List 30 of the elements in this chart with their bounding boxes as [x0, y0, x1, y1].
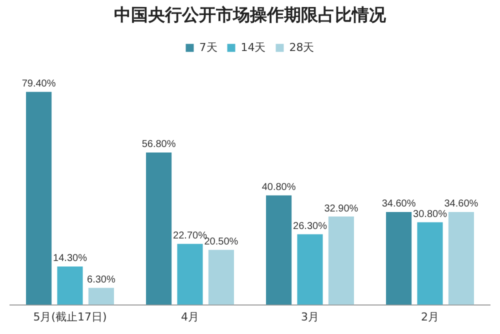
- bar: [146, 152, 172, 305]
- legend-label: 7天: [199, 40, 218, 54]
- data-label: 6.30%: [87, 274, 116, 286]
- data-label: 79.40%: [22, 78, 56, 90]
- x-tick-label: 3月: [301, 310, 319, 324]
- x-tick-label: 4月: [181, 310, 199, 324]
- bar: [57, 266, 83, 305]
- data-label: 34.60%: [444, 198, 478, 210]
- data-label: 34.60%: [382, 198, 416, 210]
- bar: [386, 212, 412, 305]
- bar: [208, 250, 234, 305]
- data-label: 26.30%: [293, 221, 328, 232]
- bar: [328, 216, 354, 305]
- bar: [297, 234, 323, 305]
- bar: [88, 288, 114, 305]
- bar: [448, 212, 474, 305]
- data-label: 40.80%: [262, 182, 296, 194]
- bar: [266, 195, 292, 305]
- bar: [177, 244, 203, 305]
- data-label: 30.80%: [413, 208, 448, 220]
- legend-label: 28天: [289, 40, 314, 54]
- bar: [26, 92, 52, 305]
- bar: [417, 222, 443, 305]
- chart-title: 中国央行公开市场操作期限占比情况: [114, 6, 387, 26]
- x-tick-label: 2月: [421, 310, 439, 324]
- legend-label: 14天: [240, 40, 266, 54]
- x-tick-label: 5月(截止17日): [33, 310, 107, 324]
- data-label: 56.80%: [142, 139, 176, 150]
- data-label: 14.30%: [53, 253, 88, 264]
- data-label: 32.90%: [324, 203, 358, 214]
